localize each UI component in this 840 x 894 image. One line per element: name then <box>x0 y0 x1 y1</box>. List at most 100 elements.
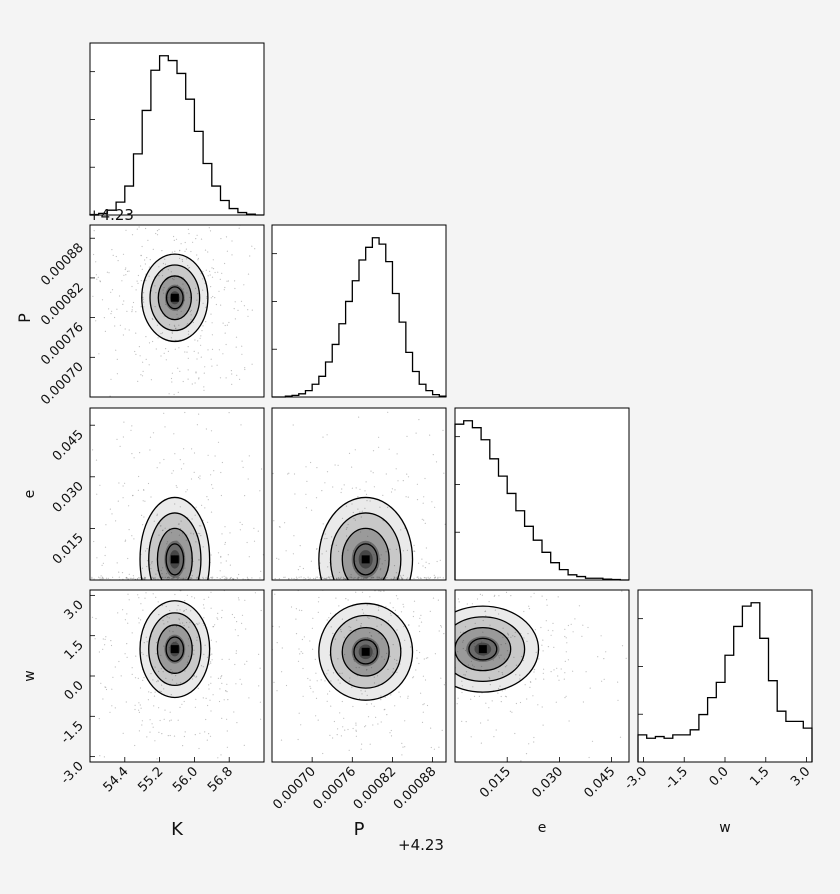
contour-line <box>165 636 185 662</box>
scatter-point <box>179 250 181 252</box>
scatter-point <box>223 699 225 701</box>
scatter-point <box>178 534 180 536</box>
scatter-point <box>100 682 102 684</box>
scatter-point <box>326 577 328 579</box>
scatter-point <box>103 317 105 319</box>
scatter-point <box>344 729 346 731</box>
scatter-point <box>298 576 300 578</box>
scatter-point <box>369 596 371 598</box>
scatter-point <box>239 521 241 524</box>
scatter-point <box>373 676 375 678</box>
scatter-point <box>233 616 236 619</box>
scatter-point <box>376 566 378 569</box>
scatter-point <box>105 688 108 691</box>
scatter-point <box>302 667 304 670</box>
scatter-point <box>164 709 166 711</box>
scatter-point <box>64 362 65 363</box>
scatter-point <box>97 276 99 278</box>
scatter-point <box>211 576 213 578</box>
scatter-point <box>128 599 130 601</box>
scatter-point <box>343 636 345 638</box>
scatter-point <box>515 702 518 705</box>
scatter-point <box>406 577 409 579</box>
scatter-point <box>151 562 153 564</box>
scatter-point <box>209 654 212 656</box>
scatter-point <box>172 576 174 578</box>
scatter-point <box>332 486 334 488</box>
scatter-point <box>367 616 369 618</box>
scatter-point <box>380 554 382 556</box>
scatter-point <box>370 667 373 669</box>
scatter-point <box>621 645 624 647</box>
scatter-point <box>380 695 382 697</box>
scatter-point <box>159 462 161 464</box>
scatter-point <box>235 652 237 655</box>
scatter-point <box>141 720 143 722</box>
scatter-point <box>392 607 394 609</box>
scatter-point <box>207 275 209 277</box>
scatter-point <box>400 577 402 579</box>
scatter-point <box>372 724 374 726</box>
scatter-point <box>158 670 160 673</box>
scatter-point <box>225 577 227 579</box>
scatter-point <box>337 464 339 466</box>
scatter-point <box>309 679 311 681</box>
scatter-point <box>176 486 178 488</box>
scatter-point <box>526 698 528 700</box>
scatter-point <box>156 230 159 232</box>
scatter-point <box>339 712 341 714</box>
scatter-point <box>532 695 534 697</box>
scatter-point <box>483 585 484 586</box>
scatter-point <box>135 332 137 334</box>
scatter-point <box>235 217 236 218</box>
scatter-point <box>157 601 159 603</box>
scatter-point <box>101 564 103 567</box>
scatter-point <box>110 640 112 642</box>
scatter-point <box>265 482 266 483</box>
scatter-point <box>324 680 326 682</box>
scatter-point <box>322 523 324 525</box>
scatter-point <box>259 667 261 669</box>
scatter-point <box>213 470 215 472</box>
scatter-point <box>288 578 290 580</box>
scatter-point <box>145 280 147 282</box>
scatter-point <box>498 655 500 657</box>
scatter-point <box>172 470 174 472</box>
scatter-point <box>167 269 169 271</box>
scatter-point <box>190 610 192 612</box>
scatter-point <box>268 562 269 563</box>
scatter-point <box>50 546 51 547</box>
scatter-point <box>339 682 341 684</box>
scatter-point <box>366 604 368 606</box>
scatter-point <box>149 719 151 721</box>
scatter-point <box>448 569 449 570</box>
scatter-point <box>366 694 368 697</box>
scatter-point <box>224 399 225 400</box>
histogram-P <box>272 237 447 398</box>
scatter-point <box>216 577 218 579</box>
scatter-point <box>206 739 208 741</box>
scatter-point <box>163 287 165 289</box>
scatter-point <box>302 652 304 655</box>
scatter-point <box>346 535 348 537</box>
scatter-point <box>141 724 143 726</box>
scatter-point <box>337 728 339 730</box>
scatter-point <box>153 222 154 223</box>
scatter-point <box>365 725 367 727</box>
scatter-point <box>198 413 200 415</box>
scatter-point <box>185 248 187 250</box>
scatter-point <box>151 561 153 563</box>
scatter-point <box>452 620 453 621</box>
scatter-point <box>263 768 264 769</box>
scatter-point <box>183 299 186 301</box>
x-tick-label-e: 0.045 <box>582 764 619 801</box>
scatter-point <box>254 248 256 250</box>
scatter-point <box>111 310 113 312</box>
scatter-point <box>419 651 421 654</box>
scatter-point <box>210 576 212 579</box>
scatter-point <box>135 311 137 313</box>
scatter-point <box>370 703 373 705</box>
scatter-point <box>98 353 100 355</box>
scatter-point <box>176 313 178 315</box>
scatter-point <box>246 541 248 544</box>
